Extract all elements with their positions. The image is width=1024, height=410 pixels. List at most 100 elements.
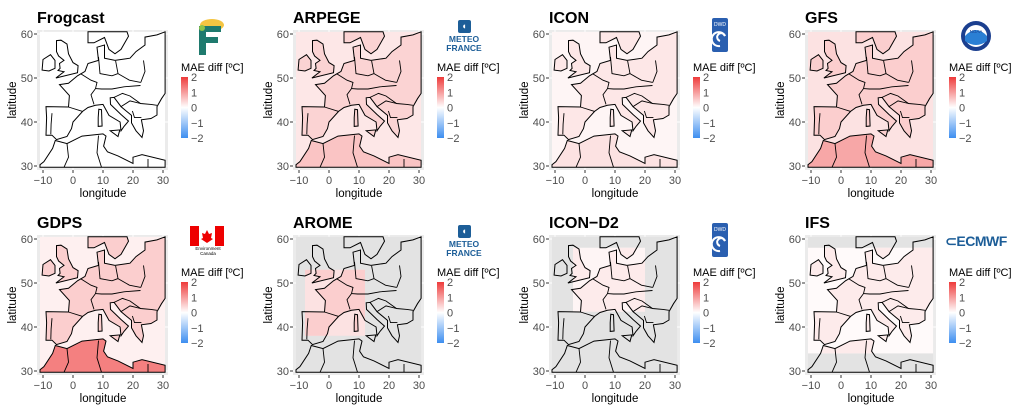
legend-tick-label: 2	[447, 277, 453, 289]
y-tick-label: 40	[21, 117, 33, 129]
x-axis-label: longitude	[336, 188, 383, 200]
country-border	[387, 315, 398, 324]
coastline-scand	[343, 31, 386, 55]
x-tick-label: 10	[609, 380, 621, 392]
legend-title: MAE diff [ºC]	[949, 267, 1012, 279]
heatmap-land-scand	[88, 236, 129, 259]
legend-tick-label: −2	[447, 133, 460, 145]
y-tick-label: 50	[21, 278, 33, 290]
legend-tick-label: −1	[703, 118, 716, 130]
legend-tick-label: 2	[191, 72, 197, 84]
heatmap-land-africa	[40, 133, 166, 168]
meteo-france-logo: ◖ METEO FRANCE	[446, 19, 482, 53]
coastline-britain	[55, 39, 79, 79]
country-border	[140, 265, 146, 288]
country-border	[881, 92, 926, 106]
heatmap-land-britain	[823, 247, 847, 283]
coastline-britain	[823, 39, 847, 79]
coastline-main	[813, 31, 934, 141]
country-border	[369, 297, 414, 311]
x-tick-label: 0	[326, 380, 332, 392]
country-border	[68, 106, 83, 112]
legend-tick-label: 1	[191, 292, 197, 304]
x-tick-label: −10	[34, 175, 53, 187]
country-border	[848, 278, 866, 310]
x-tick-label: 0	[70, 175, 76, 187]
country-border	[319, 348, 325, 373]
country-border	[632, 100, 653, 107]
x-tick-label: −10	[34, 380, 53, 392]
legend-tick-label: 0	[959, 103, 965, 115]
coastline-main	[301, 236, 422, 346]
heatmap-land-britain	[573, 247, 591, 282]
x-tick-label: −10	[802, 175, 821, 187]
svg-text:DWD: DWD	[714, 22, 726, 28]
heatmap-land-main	[814, 31, 934, 140]
y-tick-label: 60	[277, 29, 289, 41]
y-axis-label: latitude	[263, 81, 275, 118]
coastline-ireland	[809, 259, 824, 277]
country-border	[95, 85, 141, 90]
country-border	[652, 265, 658, 288]
panel-title: Frogcast	[37, 10, 105, 27]
country-border	[607, 290, 653, 295]
country-border	[376, 305, 397, 312]
heatmap-land-main	[46, 236, 166, 345]
svg-text:DWD: DWD	[714, 227, 726, 233]
x-axis-label: longitude	[848, 188, 895, 200]
x-tick-label: 10	[97, 175, 109, 187]
legend-tick-label: 2	[703, 72, 709, 84]
country-border	[885, 278, 909, 288]
heatmap-land-ireland	[305, 269, 311, 276]
y-axis-label: latitude	[519, 286, 531, 323]
y-tick-label: 50	[789, 73, 801, 85]
country-border	[580, 106, 595, 112]
colorbar	[693, 77, 700, 138]
coastline-corsica	[97, 313, 103, 332]
heatmap-land-africa	[40, 338, 166, 373]
y-tick-label: 60	[21, 234, 33, 246]
country-border	[888, 100, 909, 107]
y-axis-label: latitude	[775, 286, 787, 323]
y-tick-label: 40	[533, 117, 545, 129]
coastline-africa	[551, 338, 678, 373]
legend-tick-label: 0	[703, 308, 709, 320]
y-tick-label: 30	[277, 366, 289, 378]
heatmap-land-scand	[856, 31, 897, 54]
country-border	[632, 305, 653, 312]
legend-tick-label: 1	[447, 292, 453, 304]
legend-tick-label: −2	[191, 338, 204, 350]
country-border	[562, 113, 565, 135]
y-tick-label: 40	[21, 322, 33, 334]
heatmap-land-sicily	[878, 129, 888, 137]
panel-title: ICON	[549, 10, 589, 27]
panel-icon: ICON −10 0 10 20 30 30 40 50 60 longitude latitude M…	[512, 0, 768, 205]
country-border	[643, 315, 654, 324]
heatmap-land-ireland	[554, 54, 567, 71]
coastline-scand	[87, 236, 130, 260]
y-tick-label: 40	[277, 117, 289, 129]
noaa-logo: NOAA	[948, 14, 1004, 58]
y-tick-label: 50	[533, 278, 545, 290]
coastline-corsica	[97, 108, 103, 127]
coastline-africa	[551, 133, 678, 168]
dwd-logo: DWD	[692, 14, 748, 58]
x-tick-label: 20	[383, 175, 395, 187]
country-border	[140, 60, 146, 83]
heatmap-land-britain	[567, 40, 591, 78]
x-axis-label: longitude	[592, 393, 639, 405]
legend-tick-label: −2	[191, 133, 204, 145]
coastline-scand	[855, 236, 898, 260]
coastline-britain	[823, 244, 847, 284]
y-tick-label: 60	[277, 234, 289, 246]
country-border	[908, 265, 914, 288]
map-plot: GFS−10 0 10 20 3030405060longitudelatitudeMA…	[775, 10, 1012, 200]
country-border	[908, 60, 914, 83]
coastline-africa	[295, 338, 422, 373]
legend-tick-label: −2	[703, 338, 716, 350]
country-border	[864, 135, 870, 168]
legend-tick-label: −1	[959, 323, 972, 335]
x-tick-label: 0	[838, 380, 844, 392]
legend-tick-label: 1	[703, 292, 709, 304]
heatmap-land-africa	[552, 133, 678, 168]
